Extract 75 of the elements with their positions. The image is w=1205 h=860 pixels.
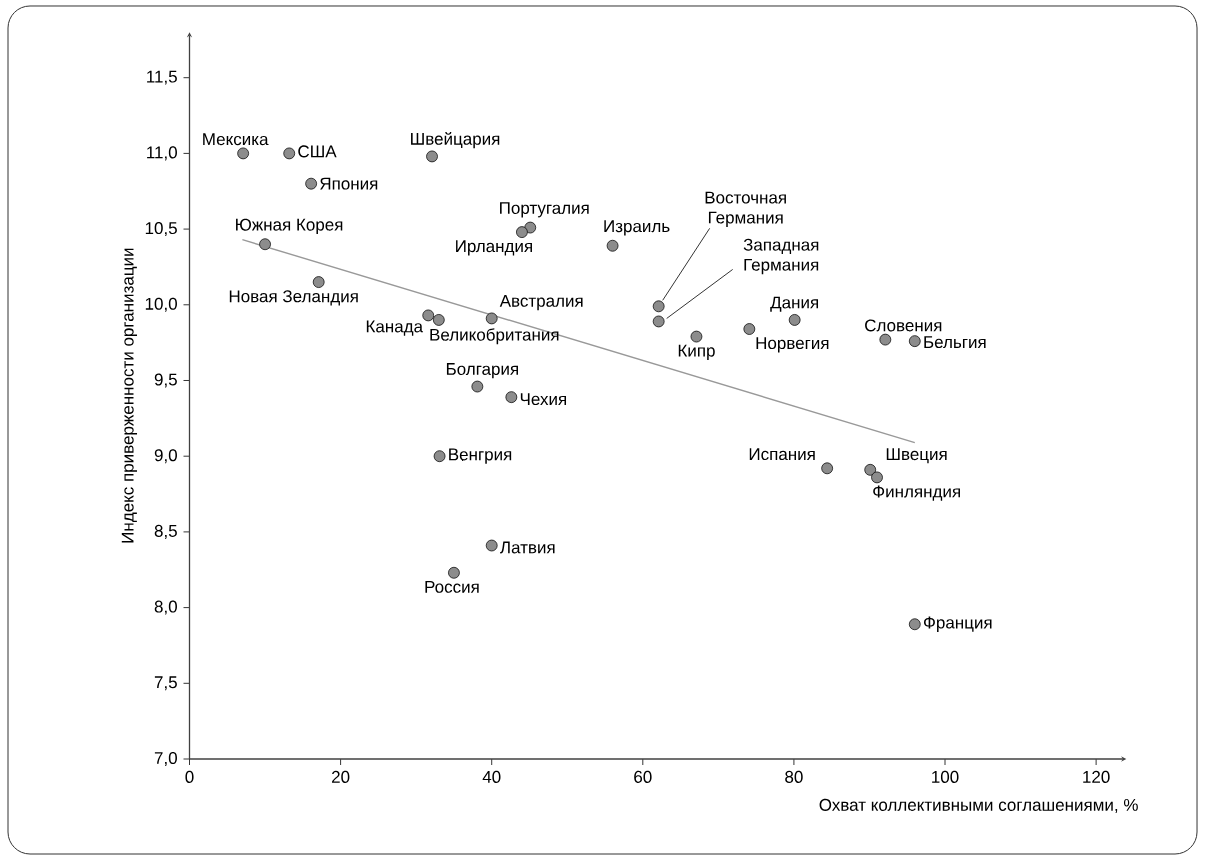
annotation: Кипр bbox=[678, 344, 715, 361]
y-tick-label: 11,0 bbox=[147, 146, 177, 161]
point bbox=[485, 312, 498, 325]
point bbox=[305, 177, 317, 190]
annotation: Восточная Германия bbox=[705, 191, 786, 227]
point bbox=[821, 462, 833, 475]
x-tick-label: 100 bbox=[932, 770, 959, 783]
point bbox=[871, 471, 883, 484]
annotation: Бельгия bbox=[924, 336, 986, 349]
annotation: Болгария bbox=[446, 363, 518, 379]
annotation: США bbox=[298, 145, 337, 158]
annotation: Великобритания bbox=[430, 328, 559, 345]
annotation: Швеция bbox=[886, 448, 947, 464]
point bbox=[426, 150, 438, 163]
annotation: Испания bbox=[749, 448, 815, 461]
x-axis-title: Охват коллективными соглашениями, % bbox=[819, 798, 1138, 813]
point bbox=[433, 450, 446, 463]
point bbox=[606, 239, 619, 252]
point bbox=[312, 276, 325, 288]
y-tick-label: 8,0 bbox=[154, 600, 177, 615]
y-tick-label: 10,5 bbox=[145, 222, 177, 237]
annotation: Канада bbox=[366, 320, 424, 336]
annotation: Франция bbox=[923, 616, 992, 632]
y-tick-label: 7,5 bbox=[154, 676, 177, 691]
x-tick-label: 20 bbox=[332, 770, 350, 783]
point bbox=[652, 315, 665, 328]
annotation: Западная Германия bbox=[743, 238, 819, 275]
point bbox=[864, 463, 877, 476]
point bbox=[908, 335, 921, 347]
annotation: Венгрия bbox=[449, 448, 512, 464]
x-tick-label: 0 bbox=[185, 770, 194, 783]
point bbox=[505, 391, 518, 403]
annotation: Дания bbox=[770, 296, 819, 312]
y-tick-label: 11,5 bbox=[147, 70, 177, 85]
point bbox=[516, 226, 528, 238]
point bbox=[283, 147, 296, 160]
annotation: Австралия bbox=[499, 294, 583, 311]
x-tick-label: 80 bbox=[785, 770, 803, 783]
x-tick-label: 60 bbox=[634, 770, 652, 783]
point bbox=[259, 238, 271, 251]
point bbox=[448, 566, 460, 579]
annotation: Израиль bbox=[604, 220, 670, 236]
annotation: Норвегия bbox=[756, 337, 829, 353]
annotation: Португалия bbox=[500, 202, 589, 218]
y-tick-label: 10,0 bbox=[145, 297, 177, 312]
point bbox=[524, 221, 537, 234]
annotation: Япония bbox=[320, 177, 378, 190]
y-tick-label: 9,5 bbox=[154, 373, 177, 388]
annotation: Финляндия bbox=[873, 485, 960, 501]
point bbox=[690, 330, 703, 343]
annotation: Швейцария bbox=[411, 132, 500, 149]
point bbox=[652, 300, 665, 313]
annotation: Словения bbox=[865, 319, 942, 332]
point bbox=[432, 314, 445, 326]
point bbox=[237, 147, 249, 160]
point bbox=[743, 323, 756, 335]
annotation: Новая Зеландия bbox=[229, 290, 358, 306]
x-tick-label: 40 bbox=[482, 770, 501, 783]
point bbox=[471, 380, 484, 393]
annotation: Россия bbox=[425, 580, 479, 593]
point bbox=[908, 618, 921, 631]
point bbox=[422, 309, 435, 322]
annotation: Латвия bbox=[500, 541, 555, 554]
annotation: Ирландия bbox=[456, 240, 532, 256]
y-tick-label: 9,0 bbox=[154, 449, 177, 464]
annotation: Южная Корея bbox=[236, 218, 343, 235]
point bbox=[485, 539, 498, 552]
point bbox=[788, 314, 801, 326]
annotation: Мексика bbox=[203, 133, 269, 146]
y-axis-title: Индекс приверженности организации bbox=[121, 248, 138, 543]
x-tick-label: 120 bbox=[1083, 770, 1110, 783]
point bbox=[879, 333, 892, 346]
y-tick-label: 7,0 bbox=[154, 751, 177, 767]
annotation: Чехия bbox=[520, 393, 567, 406]
y-tick-label: 8,5 bbox=[154, 524, 177, 539]
